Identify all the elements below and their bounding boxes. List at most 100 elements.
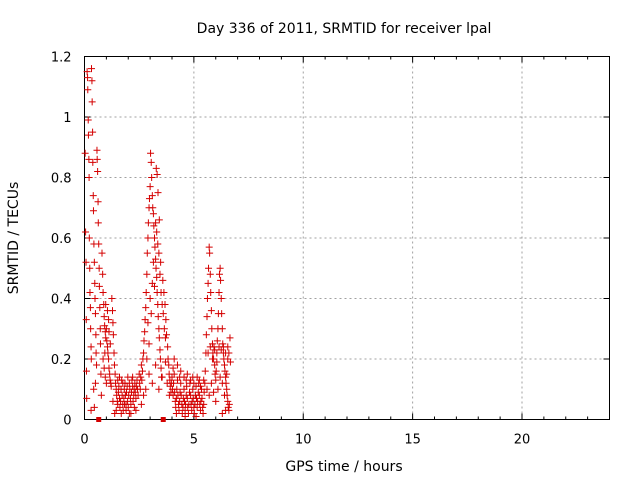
data-point [207,307,215,315]
data-point [155,385,163,393]
data-point [81,149,89,157]
data-point [190,409,198,417]
data-point [95,282,103,290]
data-point [212,397,220,405]
data-point [86,304,94,312]
data-point [155,216,163,224]
grid [84,56,610,420]
data-point [216,264,224,272]
data-point [184,409,192,417]
data-point [140,337,148,345]
data-point [102,334,110,342]
data-point [117,409,125,417]
data-point-square [160,417,166,422]
data-point [147,149,155,157]
data-point [152,361,160,369]
data-point [224,343,232,351]
y-tick-label: 0.8 [51,172,72,187]
data-point [120,394,128,402]
data-point [101,349,109,357]
data-point [138,376,146,384]
data-point [94,167,102,175]
data-point [91,279,99,287]
data-point [223,385,231,393]
data-point [90,385,98,393]
data-point [205,243,213,251]
data-point [149,204,157,212]
data-point [142,304,150,312]
data-point [211,346,219,354]
data-point [127,409,135,417]
data-point [96,325,104,333]
data-point [109,319,117,327]
data-point [130,403,138,411]
data-point [170,370,178,378]
data-point [103,343,111,351]
data-point [119,379,127,387]
data-point [140,391,148,399]
data-point [157,364,165,372]
data-point [183,382,191,390]
data-point [89,192,97,200]
data-point [177,367,185,375]
data-point [203,313,211,321]
data-point [154,240,162,248]
data-point [93,155,101,163]
data-point [141,316,149,324]
data-point [196,382,204,390]
data-point [114,376,122,384]
y-axis-label: SRMTID / TECUs [6,182,22,295]
y-tick-label: 0 [63,414,71,429]
data-point [151,282,158,290]
data-point [172,403,180,411]
data-point [132,406,140,414]
data-point [143,270,151,278]
data-point [89,158,97,166]
data-point [96,340,104,348]
data-point [149,210,157,218]
data-point [218,310,226,318]
data-point [109,397,117,405]
data-point [190,379,198,387]
data-point [145,340,153,348]
data-point [101,322,109,330]
data-point [155,334,163,342]
data-point [84,131,92,139]
data-point [156,346,164,354]
data-point [161,358,169,366]
data-point [152,164,160,172]
data-point [163,331,171,339]
data-point [218,409,226,417]
data-point [99,270,107,278]
data-point [99,355,107,363]
data-point [146,295,154,302]
data-point [178,409,186,417]
data-point [147,158,155,166]
data-point [153,228,161,236]
data-point [82,258,90,266]
data-point [192,412,200,420]
tick-labels: 0 5 10 15 20 0 0.2 0.4 0.6 0.8 1 1.2 [51,51,530,448]
data-point [109,331,117,339]
data-point [153,273,161,281]
data-point [87,325,95,333]
data-point [202,331,210,339]
data-point [222,406,230,414]
x-tick-label: 20 [514,433,531,448]
data-point [95,264,103,272]
data-point [170,379,178,387]
data-point [92,349,100,357]
data-point [161,334,169,342]
data-point [105,316,113,324]
data-point [221,391,228,399]
data-point [90,403,98,411]
data-point [95,240,103,248]
data-point [153,170,161,178]
data-point [212,376,220,384]
data-point [145,195,153,203]
data-point [96,304,104,312]
data-point [124,373,132,381]
data-point [135,370,143,378]
data-point [204,279,212,287]
